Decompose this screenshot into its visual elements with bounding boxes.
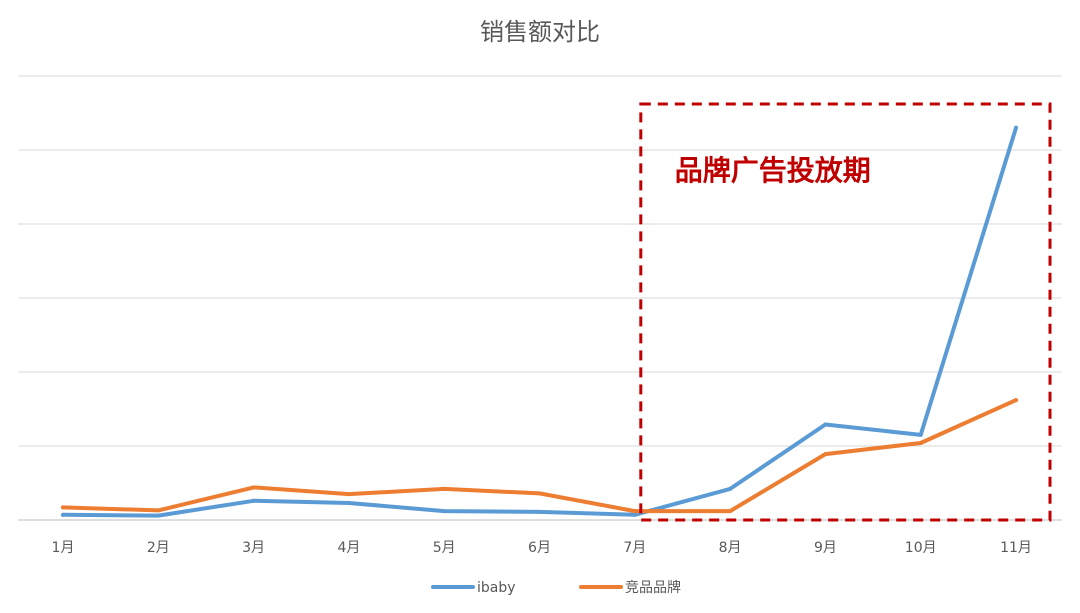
x-tick-label: 9月 — [814, 540, 837, 556]
plot-series — [61, 125, 1018, 518]
x-tick-label: 7月 — [623, 540, 646, 556]
data-point — [918, 432, 923, 437]
x-tick-label: 1月 — [52, 540, 75, 556]
data-point — [632, 512, 637, 517]
data-point — [537, 491, 542, 496]
x-tick-label: 3月 — [242, 540, 265, 556]
x-tick-label: 6月 — [528, 540, 551, 556]
x-tick-label: 4月 — [337, 540, 360, 556]
data-point — [346, 500, 351, 505]
legend: ibaby 竞品品牌 — [431, 579, 681, 596]
data-point — [61, 505, 65, 510]
series-line — [61, 125, 1018, 518]
data-point — [442, 509, 447, 514]
data-point — [823, 422, 828, 427]
data-point — [823, 452, 828, 457]
legend-label: 竞品品牌 — [625, 579, 681, 596]
x-tick-label: 8月 — [719, 540, 742, 556]
x-tick-label: 10月 — [905, 540, 937, 556]
x-tick-label: 11月 — [1000, 540, 1032, 556]
data-point — [251, 485, 256, 490]
data-point — [632, 509, 637, 514]
data-point — [156, 513, 161, 518]
chart-title: 销售额对比 — [480, 18, 600, 46]
data-point — [918, 441, 923, 446]
annotation: 品牌广告投放期 — [639, 102, 1052, 522]
annotation-box — [639, 102, 1052, 522]
annotation-label: 品牌广告投放期 — [675, 154, 871, 187]
legend-label: ibaby — [477, 580, 516, 596]
data-point — [537, 509, 542, 514]
data-point — [1014, 125, 1018, 130]
x-tick-label: 5月 — [433, 540, 456, 556]
data-point — [728, 509, 733, 514]
data-point — [1014, 398, 1018, 403]
gridlines — [18, 75, 1062, 521]
data-point — [346, 492, 351, 497]
data-point — [156, 508, 161, 513]
data-point — [251, 498, 256, 503]
data-point — [442, 486, 447, 491]
data-point — [61, 512, 65, 517]
x-tick-label: 2月 — [147, 540, 170, 556]
x-axis: 1月 2月 3月 4月 5月 6月 7月 8月 9月 10月 11月 — [52, 540, 1032, 556]
data-point — [728, 486, 733, 491]
